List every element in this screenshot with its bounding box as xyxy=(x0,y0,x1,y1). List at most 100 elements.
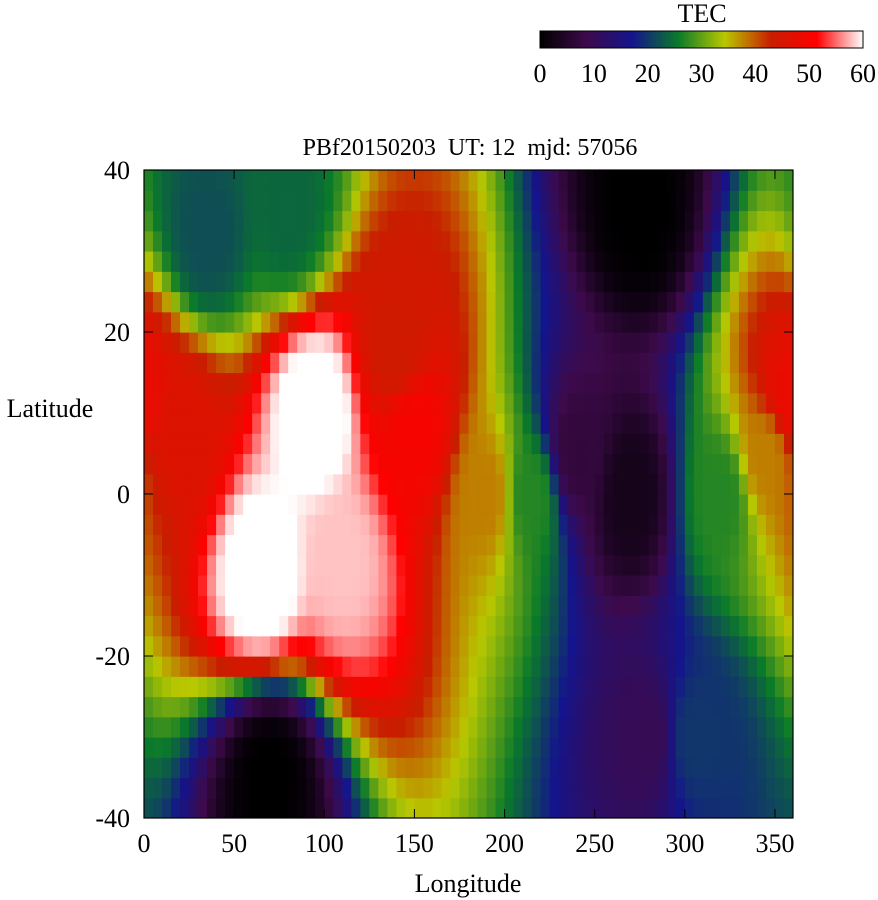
heatmap-cell xyxy=(738,352,749,374)
heatmap-cell xyxy=(495,332,506,353)
heatmap-cell xyxy=(360,210,370,232)
heatmap-cell xyxy=(288,716,298,738)
heatmap-cell xyxy=(765,595,776,617)
heatmap-cell xyxy=(585,291,596,313)
heatmap-cell xyxy=(540,473,551,495)
heatmap-cell xyxy=(630,514,641,536)
heatmap-cell xyxy=(522,737,533,758)
heatmap-cell xyxy=(387,696,397,718)
heatmap-cell xyxy=(630,595,641,617)
heatmap-cell xyxy=(234,757,244,779)
heatmap-cell xyxy=(414,534,425,556)
heatmap-cell xyxy=(468,615,479,637)
heatmap-cell xyxy=(522,311,533,333)
heatmap-cell xyxy=(216,311,226,333)
heatmap-cell xyxy=(657,615,668,637)
heatmap-cell xyxy=(279,514,289,536)
heatmap-cell xyxy=(684,251,695,272)
heatmap-cell xyxy=(540,271,551,293)
heatmap-cell xyxy=(513,635,524,657)
heatmap-cell xyxy=(306,210,316,232)
heatmap-cell xyxy=(261,797,271,818)
heatmap-cell xyxy=(189,777,199,799)
heatmap-cell xyxy=(324,352,334,374)
heatmap-cell xyxy=(279,635,289,657)
heatmap-cell xyxy=(189,757,199,779)
heatmap-cell xyxy=(180,271,190,293)
heatmap-cell xyxy=(756,696,767,718)
heatmap-cell xyxy=(531,453,542,475)
heatmap-cell xyxy=(729,372,740,394)
heatmap-cell xyxy=(288,534,298,556)
heatmap-cell xyxy=(540,716,551,738)
heatmap-cell xyxy=(270,291,280,313)
heatmap-cell xyxy=(180,332,190,353)
heatmap-cell xyxy=(666,170,677,191)
heatmap-cell xyxy=(333,514,343,536)
heatmap-cell xyxy=(450,676,461,698)
heatmap-cell xyxy=(342,372,352,394)
heatmap-cell xyxy=(738,676,749,698)
heatmap-cell xyxy=(297,271,307,293)
heatmap-cell xyxy=(549,595,560,617)
heatmap-cell xyxy=(720,494,731,515)
heatmap-cell xyxy=(666,797,677,818)
heatmap-cell xyxy=(459,413,470,434)
heatmap-cell xyxy=(450,271,461,293)
heatmap-cell xyxy=(198,534,208,556)
heatmap-cell xyxy=(522,494,533,515)
heatmap-cell xyxy=(270,575,280,596)
heatmap-cell xyxy=(711,453,722,475)
heatmap-cell xyxy=(261,230,271,252)
heatmap-cell xyxy=(324,757,334,779)
heatmap-cell xyxy=(306,291,316,313)
heatmap-cell xyxy=(702,352,713,374)
heatmap-cell xyxy=(702,210,713,232)
x-tick-label: 100 xyxy=(305,829,344,858)
heatmap-cell xyxy=(459,696,470,718)
heatmap-cell xyxy=(621,190,632,212)
heatmap-cell xyxy=(450,514,461,536)
heatmap-cell xyxy=(783,190,793,212)
heatmap-cell xyxy=(441,615,452,637)
heatmap-cell xyxy=(630,230,641,252)
heatmap-cell xyxy=(189,615,199,637)
x-tick-label: 150 xyxy=(395,829,434,858)
heatmap-cell xyxy=(684,737,695,758)
heatmap-cell xyxy=(765,271,776,293)
heatmap-cell xyxy=(540,170,551,191)
heatmap-cell xyxy=(324,716,334,738)
heatmap-cell xyxy=(765,676,776,698)
heatmap-cell xyxy=(405,271,416,293)
heatmap-cell xyxy=(702,392,713,414)
heatmap-cell xyxy=(720,676,731,698)
heatmap-cell xyxy=(468,494,479,515)
heatmap-cell xyxy=(360,777,370,799)
heatmap-cell xyxy=(189,230,199,252)
heatmap-cell xyxy=(657,291,668,313)
heatmap-cell xyxy=(648,757,659,779)
heatmap-cell xyxy=(666,514,677,536)
heatmap-cell xyxy=(279,534,289,556)
heatmap-cell xyxy=(765,575,776,596)
heatmap-cell xyxy=(765,190,776,212)
heatmap-cell xyxy=(243,615,253,637)
heatmap-cell xyxy=(459,210,470,232)
heatmap-cell xyxy=(603,230,614,252)
heatmap-cell xyxy=(279,696,289,718)
heatmap-cell xyxy=(702,473,713,495)
heatmap-cell xyxy=(153,311,163,333)
heatmap-cell xyxy=(414,635,425,657)
heatmap-cell xyxy=(234,291,244,313)
heatmap-cell xyxy=(288,757,298,779)
heatmap-cell xyxy=(261,696,271,718)
heatmap-cell xyxy=(711,777,722,799)
heatmap-cell xyxy=(288,797,298,818)
heatmap-cell xyxy=(495,271,506,293)
heatmap-cell xyxy=(261,554,271,576)
heatmap-cell xyxy=(756,777,767,799)
heatmap-cell xyxy=(684,291,695,313)
heatmap-cell xyxy=(306,595,316,617)
heatmap-cell xyxy=(621,615,632,637)
heatmap-cell xyxy=(306,170,316,191)
